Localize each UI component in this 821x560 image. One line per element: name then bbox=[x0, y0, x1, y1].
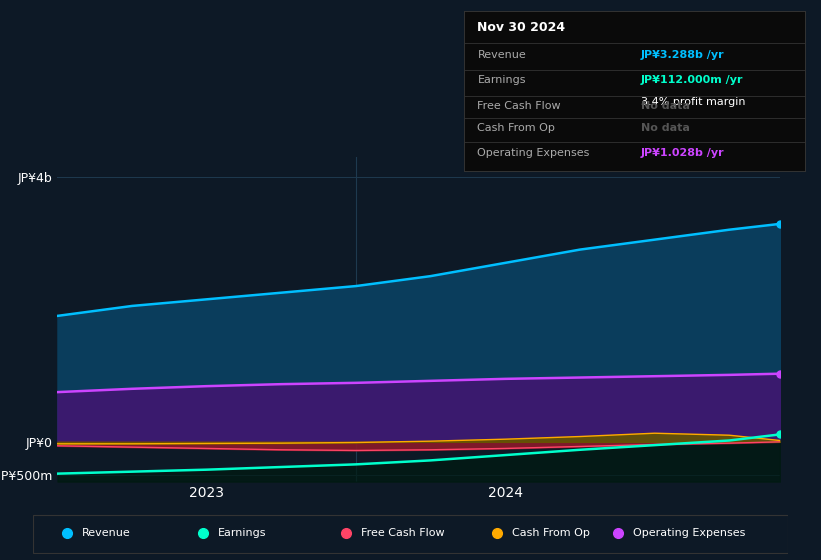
Text: Free Cash Flow: Free Cash Flow bbox=[361, 529, 445, 538]
Text: JP¥1.028b /yr: JP¥1.028b /yr bbox=[641, 148, 725, 158]
Text: JP¥3.288b /yr: JP¥3.288b /yr bbox=[641, 49, 725, 59]
Text: No data: No data bbox=[641, 101, 690, 110]
Text: Revenue: Revenue bbox=[478, 49, 526, 59]
Text: Earnings: Earnings bbox=[218, 529, 266, 538]
Text: Cash From Op: Cash From Op bbox=[512, 529, 590, 538]
Text: 3.4% profit margin: 3.4% profit margin bbox=[641, 97, 745, 108]
Text: Cash From Op: Cash From Op bbox=[478, 123, 555, 133]
Text: Revenue: Revenue bbox=[82, 529, 131, 538]
Text: Nov 30 2024: Nov 30 2024 bbox=[478, 21, 566, 34]
Text: Earnings: Earnings bbox=[478, 75, 526, 85]
Text: Operating Expenses: Operating Expenses bbox=[478, 148, 589, 158]
Text: Free Cash Flow: Free Cash Flow bbox=[478, 101, 561, 110]
Text: No data: No data bbox=[641, 123, 690, 133]
Text: Operating Expenses: Operating Expenses bbox=[633, 529, 745, 538]
Text: JP¥112.000m /yr: JP¥112.000m /yr bbox=[641, 75, 744, 85]
